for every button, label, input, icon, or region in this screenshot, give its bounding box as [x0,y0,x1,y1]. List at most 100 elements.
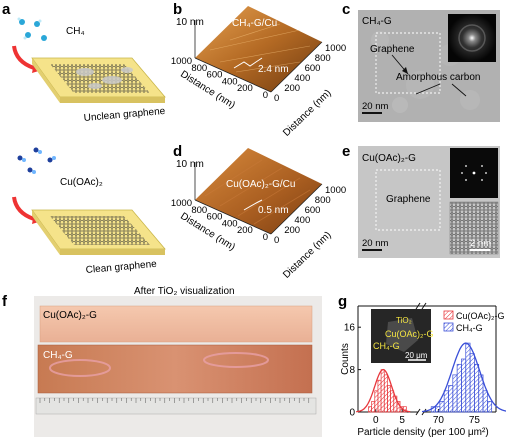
axis-break-mark [421,302,427,310]
z-scale-label: 10 nm [176,159,204,170]
arrow-icon [12,45,35,70]
axis-tick-label: 600 [305,205,321,216]
histogram-bar [465,342,471,413]
foil-top-label: Cu(OAc)₂-G [43,310,97,321]
axis-tick-label: 1000 [325,43,346,54]
histogram-bar [383,374,388,413]
axis-break-mark [421,408,427,416]
axis-tick-label: 1000 [171,56,192,67]
panel-f: f After TiO₂ visualization Cu(OAc)₂-G CH… [2,286,322,437]
axis-label-right: Distance (nm) [281,88,333,139]
y-tick-label: 8 [349,365,355,376]
axis-tick-label: 0 [274,235,279,246]
panel-letter-e: e [342,143,350,160]
x-tick-label: 70 [433,415,445,426]
foil-bottom-label: CH₄-G [43,350,73,361]
panel-g: g 0 8 16 0 5 70 75 Counts Particle density (per … [338,293,506,437]
histogram-bar [377,379,382,413]
histogram-chart: 0 8 16 0 5 70 75 Counts Particle density (per 10… [340,302,506,437]
panel-a: a CH₄ Unclean graphene Cu(OA [2,1,166,276]
axis-tick-label: 0 [274,93,279,104]
z-scale-label: 10 nm [176,17,204,28]
histogram-bar [387,385,391,413]
copper-acetate-molecules-icon [17,147,56,174]
legend-label-ch4: CH₄-G [456,323,483,333]
y-axis-label: Counts [340,343,351,375]
axis-tick-label: 200 [284,225,300,236]
histogram-bar [469,353,475,413]
panel-c: c CH₄-G Graphene Amorphous carbon 20 nm [342,1,500,122]
top-gas-label: CH₄ [66,26,85,37]
axis-tick-label: 800 [315,195,331,206]
axis-break-mark [415,302,421,310]
panel-d: d Cu(OAc)₂-G/Cu 10 nm 0.5 nm 10008006004… [171,143,346,281]
histogram-bar [435,406,441,413]
axis-tick-label: 400 [294,73,310,84]
clean-copper-foil [39,305,313,343]
scale-bar-label: 20 nm [362,238,388,249]
axis-tick-label: 200 [284,83,300,94]
lattice-inset [449,201,499,255]
graphene-label: Graphene [370,44,415,55]
axis-tick-label: 800 [191,205,207,216]
axis-tick-label: 400 [294,215,310,226]
histogram-bar [452,374,458,413]
axis-tick-label: 800 [191,63,207,74]
x-tick-label: 75 [469,415,481,426]
histogram-bar [482,390,488,413]
axis-tick-label: 400 [222,76,238,87]
axis-break-mark [415,408,421,416]
ruler [35,397,317,415]
unclean-copper-foil [37,344,313,394]
afm-surface [195,148,322,234]
axis-tick-label: 400 [222,218,238,229]
inset-scale-bar-label: 2 nm [470,238,491,249]
axis-tick-label: 0 [263,232,268,243]
histogram-bar [474,363,480,413]
panel-letter-c: c [342,1,350,18]
axis-tick-label: 600 [207,70,223,81]
x-tick-label: 0 [373,415,379,426]
histogram-bar [456,363,462,413]
panel-letter-g: g [338,293,347,310]
inset-ch4-label: CH₄-G [373,341,400,351]
histogram-bar [443,390,449,413]
amorphous-carbon-label: Amorphous carbon [396,72,481,83]
methane-molecules-icon [17,17,47,41]
histogram-bar [487,401,493,413]
panel-letter-b: b [173,1,182,18]
histogram-bar [374,390,379,413]
ruler-ticks [39,398,310,403]
axis-tick-label: 1000 [171,198,192,209]
panel-e: e Cu(OAc)₂-G Graphene 20 nm 2 nm [342,143,500,258]
histogram-bar [368,406,372,413]
axis-tick-label: 1000 [325,185,346,196]
x-axis-label: Particle density (per 100 μm²) [357,427,488,437]
axis-tick-label: 600 [207,212,223,223]
histogram-bar [380,369,385,413]
fft-inset [448,14,496,62]
chart-legend: Cu(OAc)₂-G CH₄-G [443,310,505,333]
tem-title: Cu(OAc)₂-G [362,153,416,164]
tem-title: CH₄-G [362,16,392,27]
inset-tio2-label: TiO₂ [396,316,412,325]
axis-tick-label: 0 [263,90,268,101]
axis-tick-label: 800 [315,53,331,64]
graphene-label: Graphene [386,194,431,205]
histogram-bar [461,358,467,413]
y-tick-label: 16 [344,323,356,334]
panel-letter-d: d [173,143,182,160]
inset-cuoac-label: Cu(OAc)₂-G [385,329,434,339]
panel-letter-a: a [2,1,11,18]
photo-title: After TiO₂ visualization [134,286,235,297]
y-tick-label: 0 [349,408,355,419]
afm-title: Cu(OAc)₂-G/Cu [226,179,295,190]
roughness-label: 0.5 nm [258,205,289,216]
gaussian-fit-line [421,342,506,413]
bottom-gas-label: Cu(OAc)₂ [60,177,103,188]
afm-title: CH₄-G/Cu [232,18,277,29]
histogram-bar [448,385,454,413]
